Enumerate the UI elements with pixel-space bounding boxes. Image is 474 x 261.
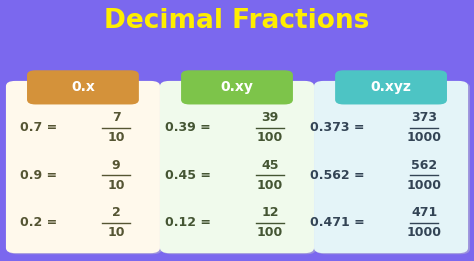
Text: 10: 10 [108, 226, 125, 239]
Text: 0.562 =: 0.562 = [310, 169, 365, 182]
FancyBboxPatch shape [160, 81, 314, 253]
Text: 10: 10 [108, 179, 125, 192]
FancyBboxPatch shape [335, 70, 447, 104]
Text: 0.7 =: 0.7 = [19, 121, 57, 134]
Text: 373: 373 [411, 111, 437, 124]
Text: 1000: 1000 [407, 131, 442, 144]
Text: 45: 45 [262, 159, 279, 172]
Text: 0.xy: 0.xy [220, 80, 254, 94]
FancyBboxPatch shape [181, 70, 293, 104]
Text: Decimal Fractions: Decimal Fractions [104, 8, 370, 34]
Text: 0.12 =: 0.12 = [165, 216, 211, 229]
FancyBboxPatch shape [314, 81, 468, 253]
Text: 0.xyz: 0.xyz [371, 80, 411, 94]
Text: 9: 9 [112, 159, 120, 172]
Text: 0.x: 0.x [71, 80, 95, 94]
Text: 39: 39 [262, 111, 279, 124]
Text: 0.45 =: 0.45 = [165, 169, 211, 182]
FancyBboxPatch shape [6, 81, 160, 253]
FancyBboxPatch shape [162, 82, 316, 254]
Text: 562: 562 [411, 159, 438, 172]
FancyBboxPatch shape [27, 70, 139, 104]
FancyBboxPatch shape [8, 82, 162, 254]
Text: 100: 100 [257, 131, 283, 144]
Text: 0.2 =: 0.2 = [19, 216, 57, 229]
Text: 100: 100 [257, 179, 283, 192]
Text: 7: 7 [112, 111, 120, 124]
Text: 0.9 =: 0.9 = [20, 169, 57, 182]
Text: 1000: 1000 [407, 179, 442, 192]
Text: 0.373 =: 0.373 = [310, 121, 365, 134]
Text: 0.39 =: 0.39 = [165, 121, 211, 134]
Text: 471: 471 [411, 206, 438, 219]
Text: 0.471 =: 0.471 = [310, 216, 365, 229]
Text: 1000: 1000 [407, 226, 442, 239]
Text: 2: 2 [112, 206, 120, 219]
Text: 12: 12 [262, 206, 279, 219]
Text: 100: 100 [257, 226, 283, 239]
FancyBboxPatch shape [316, 82, 470, 254]
Text: 10: 10 [108, 131, 125, 144]
